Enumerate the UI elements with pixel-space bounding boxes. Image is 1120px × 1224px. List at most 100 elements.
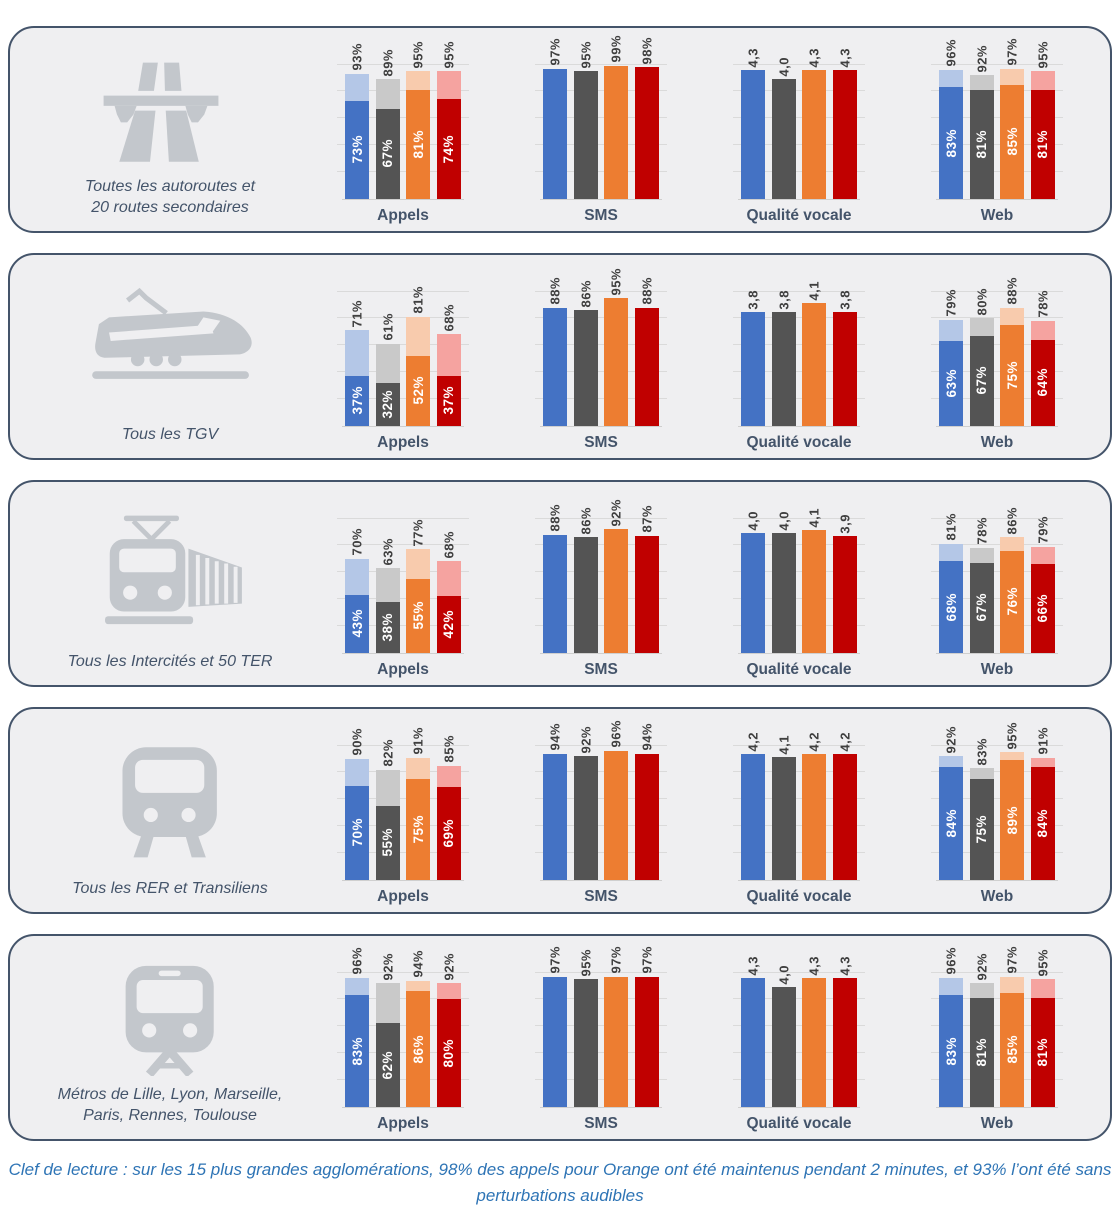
bar-solid-segment-series-dark-gray [771, 312, 796, 426]
bar-top-value: 95% [1004, 721, 1020, 750]
gridline [535, 771, 667, 773]
bar-solid-segment-series-dark-gray: 67% [969, 335, 994, 426]
bar-top-value: 92% [943, 725, 959, 754]
gridline [535, 624, 667, 626]
gridline [931, 90, 1063, 92]
gridline [337, 1025, 469, 1027]
bar-solid-segment-series-blue: 43% [345, 594, 369, 653]
metric-label-web: Web [980, 887, 1014, 905]
bar-light-segment-series-red: 66% [1030, 546, 1055, 653]
bars: 37% 71% 32% 61% 52% 81% 37% 68% [342, 286, 464, 426]
bar-inner-value: 55% [410, 601, 426, 630]
bar-top-value: 96% [943, 39, 959, 67]
bar-top-value: 4,1 [806, 507, 822, 528]
bar-solid-segment-series-orange [802, 754, 827, 880]
bar-solid-segment-series-red [634, 535, 659, 653]
bar-solid-segment-series-dark-gray: 67% [969, 562, 994, 653]
bar-solid-segment-series-blue: 70% [345, 785, 369, 880]
bar-slot-series-blue: 84% 92% [939, 726, 963, 880]
bar-light-segment-series-dark-gray: 75% [969, 768, 994, 880]
plot-appels: 70% 90% 55% 82% 75% 91% 69% 85% [337, 727, 469, 881]
row-caption: Tous les TGV [122, 425, 218, 450]
bar-solid-segment-series-dark-gray [771, 757, 796, 880]
metric-label-sms: SMS [584, 887, 618, 905]
bar-solid-segment-series-red: 66% [1030, 564, 1055, 653]
gridline [733, 1051, 865, 1053]
gridline [337, 971, 469, 973]
bar-solid-segment-series-dark-gray: 67% [375, 108, 400, 199]
row-icon-host [91, 717, 248, 879]
bars: 73% 93% 67% 89% 81% 95% 74% 95% [342, 41, 464, 199]
gridline [931, 370, 1063, 372]
metric-label-appels: Appels [377, 206, 429, 224]
gridline [733, 170, 865, 172]
bar-solid-segment-series-dark-gray [573, 756, 598, 880]
bar-slot-series-red: 66% 79% [1030, 516, 1055, 653]
metric-label-web: Web [980, 433, 1014, 451]
gridline [337, 744, 469, 746]
panel-left: Tous les RER et Transiliens [24, 717, 316, 904]
bar-slot-series-blue: 88% [543, 277, 567, 426]
bars: 97% 95% 99% 98% [540, 35, 662, 199]
bar-solid-segment-series-blue [741, 312, 765, 426]
chart-group-qualite-vocale: 4,3 4,0 4,3 4,3 Qualité vocale [733, 48, 865, 224]
bar-top-value: 70% [349, 528, 365, 556]
bar-top-value: 95% [578, 40, 594, 69]
bar-solid-segment-series-red [832, 70, 857, 199]
bar-top-value: 4,3 [837, 47, 853, 68]
bar-slot-series-orange: 55% 77% [406, 519, 431, 653]
bar-slot-series-dark-gray: 4,0 [771, 57, 796, 199]
bar-top-value: 92% [380, 952, 396, 981]
gridline [733, 998, 865, 1000]
bar-inner-value: 81% [974, 1037, 990, 1067]
bar-solid-segment-series-red [634, 976, 659, 1107]
bar-inner-value: 43% [349, 609, 365, 638]
bar-top-value: 81% [410, 286, 426, 314]
bar-top-value: 4,3 [745, 955, 761, 976]
metric-label-appels: Appels [377, 887, 429, 905]
bar-top-value: 79% [943, 289, 959, 317]
bar-top-value: 4,3 [806, 47, 822, 68]
panel-left: Tous les TGV [24, 263, 316, 450]
bar-top-value: 97% [608, 946, 624, 974]
bar-top-value: 88% [547, 504, 563, 532]
bar-slot-series-dark-gray: 67% 89% [375, 49, 400, 199]
chart-zone: 37% 71% 32% 61% 52% 81% 37% 68% Appels 88% 86% 95% 8… [316, 263, 1063, 451]
bar-light-segment-series-dark-gray: 67% [969, 547, 994, 653]
chart-zone: 83% 96% 62% 92% 86% 94% 80% 92% Appels 97% 95% 97% 9… [316, 944, 1063, 1132]
bar-solid-segment-series-orange [802, 978, 827, 1107]
bar-slot-series-blue: 94% [543, 723, 567, 880]
gridline [733, 90, 865, 92]
gridline [931, 624, 1063, 626]
bar-top-value: 92% [441, 952, 457, 981]
bar-top-value: 96% [608, 720, 624, 748]
gridline [733, 571, 865, 573]
bar-inner-value: 52% [410, 376, 426, 405]
bar-top-value: 86% [578, 279, 594, 308]
metric-label-qualite-vocale: Qualité vocale [746, 1114, 852, 1132]
bar-inner-value: 80% [441, 1038, 457, 1068]
bars: 94% 92% 96% 94% [540, 720, 662, 880]
gridline [337, 117, 469, 119]
gridline [733, 744, 865, 746]
bar-inner-value: 89% [1004, 805, 1020, 835]
bar-slot-series-dark-gray: 95% [573, 949, 598, 1107]
chart-group-appels: 73% 93% 67% 89% 81% 95% 74% 95% Appels [337, 41, 469, 224]
bars: 63% 79% 67% 80% 75% 88% 64% 78% [936, 277, 1058, 426]
gridline [535, 744, 667, 746]
panel-left: Toutes les autoroutes et 20 routes second… [24, 36, 316, 223]
plot-web: 63% 79% 67% 80% 75% 88% 64% 78% [931, 277, 1063, 427]
bar-solid-segment-series-blue [543, 976, 567, 1107]
bar-solid-segment-series-orange: 89% [1000, 760, 1025, 880]
row-caption: Métros de Lille, Lyon, Marseille, Paris, … [58, 1085, 283, 1131]
bar-top-value: 86% [578, 506, 594, 535]
bar-inner-value: 86% [410, 1034, 426, 1064]
row-icon-host [91, 36, 248, 177]
bar-top-value: 68% [441, 303, 457, 332]
bar-top-value: 91% [410, 727, 426, 755]
chart-group-appels: 43% 70% 38% 63% 55% 77% 42% 68% Appels [337, 517, 469, 678]
gridline [337, 998, 469, 1000]
chart-group-web: 63% 79% 67% 80% 75% 88% 64% 78% Web [931, 277, 1063, 451]
bar-slot-series-blue: 83% 96% [939, 39, 963, 199]
